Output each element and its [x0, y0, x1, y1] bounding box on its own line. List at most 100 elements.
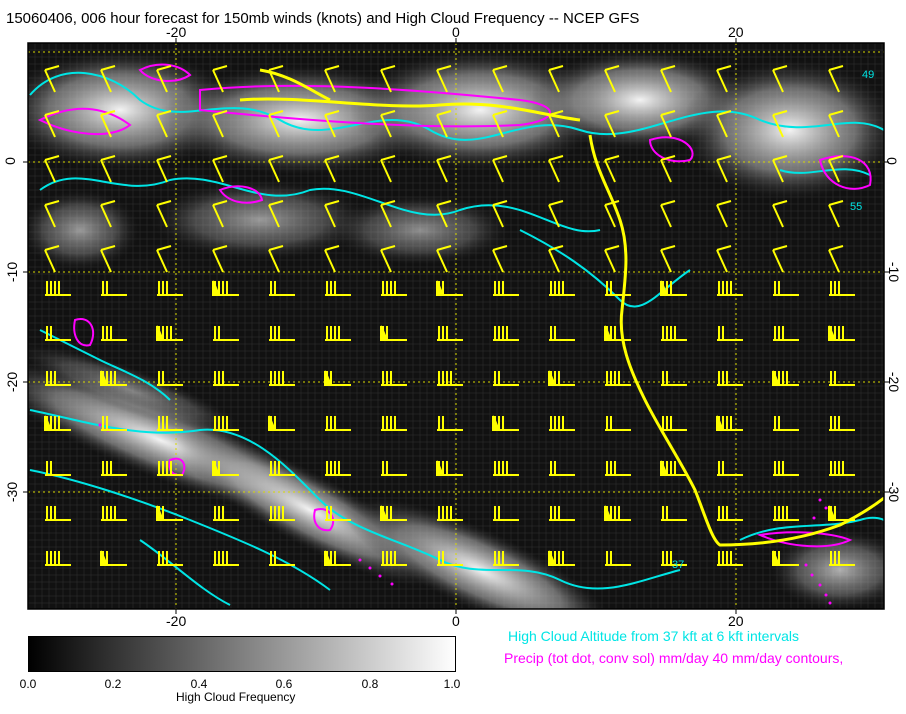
- page-title: 15060406, 006 hour forecast for 150mb wi…: [6, 10, 640, 27]
- colorbar-tick: 0.2: [104, 677, 122, 691]
- wind-barb: [717, 326, 743, 341]
- wind-barb: [716, 65, 732, 93]
- wind-barb: [436, 200, 452, 228]
- wind-barb: [100, 110, 116, 138]
- wind-barb: [381, 416, 407, 431]
- wind-barb: [492, 110, 508, 138]
- wind-barb: [269, 551, 295, 566]
- wind-barb: [268, 200, 284, 228]
- wind-barb: [605, 461, 631, 476]
- wind-barb: [660, 245, 676, 273]
- wind-barb: [716, 245, 732, 273]
- wind-barb: [45, 506, 71, 521]
- wind-barb: [325, 281, 351, 296]
- wind-barb: [772, 200, 788, 228]
- wind-barb: [324, 65, 340, 93]
- wind-barb: [101, 416, 127, 431]
- wind-barb: [269, 281, 295, 296]
- wind-barb: [493, 461, 519, 476]
- wind-barb: [772, 245, 788, 273]
- wind-barb: [436, 110, 452, 138]
- wind-barb: [548, 200, 564, 228]
- contour-label-55: 55: [850, 201, 862, 213]
- wind-barb: [213, 506, 239, 521]
- wind-barb: [828, 505, 855, 521]
- wind-barb: [605, 371, 631, 386]
- wind-barb: [605, 416, 631, 431]
- wind-barb: [325, 461, 351, 476]
- coastline: [239, 68, 885, 547]
- contour-labels: 49 55 37: [672, 69, 874, 571]
- wind-barb: [100, 550, 127, 566]
- wind-barb: [661, 551, 687, 566]
- wind-barb: [716, 415, 743, 431]
- wind-barb: [156, 245, 172, 273]
- wind-barb: [493, 506, 519, 521]
- wind-barb: [492, 245, 508, 273]
- wind-barb: [325, 506, 351, 521]
- wind-barb: [268, 415, 295, 431]
- wind-barb: [717, 371, 743, 386]
- wind-barb: [100, 245, 116, 273]
- wind-barb: [661, 416, 687, 431]
- wind-barb: [156, 110, 172, 138]
- wind-barb: [100, 370, 127, 386]
- cloud-altitude-legend: High Cloud Altitude from 37 kft at 6 kft…: [508, 628, 800, 644]
- wind-barb: [157, 371, 183, 386]
- wind-barb: [212, 200, 228, 228]
- wind-barb: [549, 506, 575, 521]
- wind-barb: [604, 155, 620, 183]
- wind-barb: [604, 325, 631, 341]
- wind-barb: [325, 326, 351, 341]
- wind-barb: [660, 200, 676, 228]
- wind-barb: [717, 281, 743, 296]
- wind-barb: [660, 460, 687, 476]
- wind-barb: [380, 155, 396, 183]
- wind-barb: [380, 65, 396, 93]
- wind-barb: [213, 371, 239, 386]
- x-bottom-tick: 20: [728, 613, 744, 629]
- x-top-tick: 20: [728, 24, 744, 40]
- wind-barb: [381, 281, 407, 296]
- wind-barb: [268, 155, 284, 183]
- colorbar: [28, 636, 456, 672]
- wind-barb: [45, 371, 71, 386]
- wind-barb: [605, 551, 631, 566]
- wind-barb: [324, 200, 340, 228]
- wind-barb: [268, 65, 284, 93]
- wind-barb: [324, 155, 340, 183]
- wind-barb: [44, 200, 60, 228]
- wind-barb: [44, 65, 60, 93]
- wind-barb: [156, 65, 172, 93]
- wind-barb: [549, 416, 575, 431]
- wind-barb: [492, 155, 508, 183]
- wind-barb: [324, 110, 340, 138]
- wind-barb: [157, 416, 183, 431]
- wind-barb: [212, 110, 228, 138]
- colorbar-tick: 1.0: [443, 677, 461, 691]
- contour-label-37: 37: [672, 559, 684, 571]
- wind-barb: [604, 65, 620, 93]
- y-left-tick: -10: [4, 261, 21, 283]
- colorbar-label: High Cloud Frequency: [176, 690, 296, 704]
- wind-barb: [213, 416, 239, 431]
- colorbar-tick: 0.8: [361, 677, 379, 691]
- wind-barb: [156, 505, 183, 521]
- wind-barb: [436, 155, 452, 183]
- wind-barb: [829, 551, 855, 566]
- wind-barb: [44, 110, 60, 138]
- wind-barb: [437, 326, 463, 341]
- wind-barb: [156, 155, 172, 183]
- y-right-tick: -30: [886, 481, 903, 503]
- wind-barb: [549, 461, 575, 476]
- wind-barb: [437, 416, 463, 431]
- y-right-tick: -10: [886, 261, 903, 283]
- wind-barb: [380, 200, 396, 228]
- wind-barb: [717, 461, 743, 476]
- wind-barb: [773, 506, 799, 521]
- x-top-tick: -20: [166, 24, 187, 40]
- wind-barb: [324, 245, 340, 273]
- x-bottom-tick: 0: [452, 613, 460, 629]
- wind-barb: [828, 65, 844, 93]
- wind-barb: [492, 415, 519, 431]
